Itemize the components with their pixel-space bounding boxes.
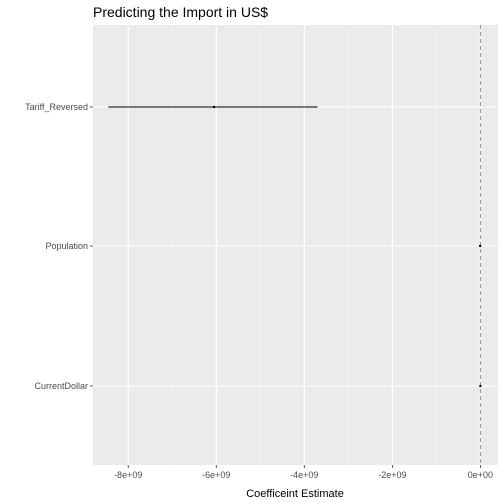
x-tick-label: -6e+09 xyxy=(202,470,230,480)
point-estimate xyxy=(479,384,482,388)
x-tick-label: -2e+09 xyxy=(378,470,406,480)
chart-title: Predicting the Import in US$ xyxy=(93,4,268,20)
y-tick-label: CurrentDollar xyxy=(34,381,88,391)
coefficient-marks xyxy=(108,105,482,388)
y-axis: Tariff_Reversed Population CurrentDollar xyxy=(25,102,93,391)
x-tick-label: -4e+09 xyxy=(290,470,318,480)
x-axis-title: Coefficeint Estimate xyxy=(246,488,344,500)
plot-panel xyxy=(93,25,498,465)
x-axis: -8e+09 -6e+09 -4e+09 -2e+09 0e+00 xyxy=(114,465,493,480)
x-tick-label: -8e+09 xyxy=(114,470,142,480)
x-tick-label: 0e+00 xyxy=(468,470,493,480)
point-estimate xyxy=(212,105,216,109)
point-estimate xyxy=(478,244,482,248)
y-tick-label: Population xyxy=(45,241,88,251)
y-tick-label: Tariff_Reversed xyxy=(25,102,88,112)
